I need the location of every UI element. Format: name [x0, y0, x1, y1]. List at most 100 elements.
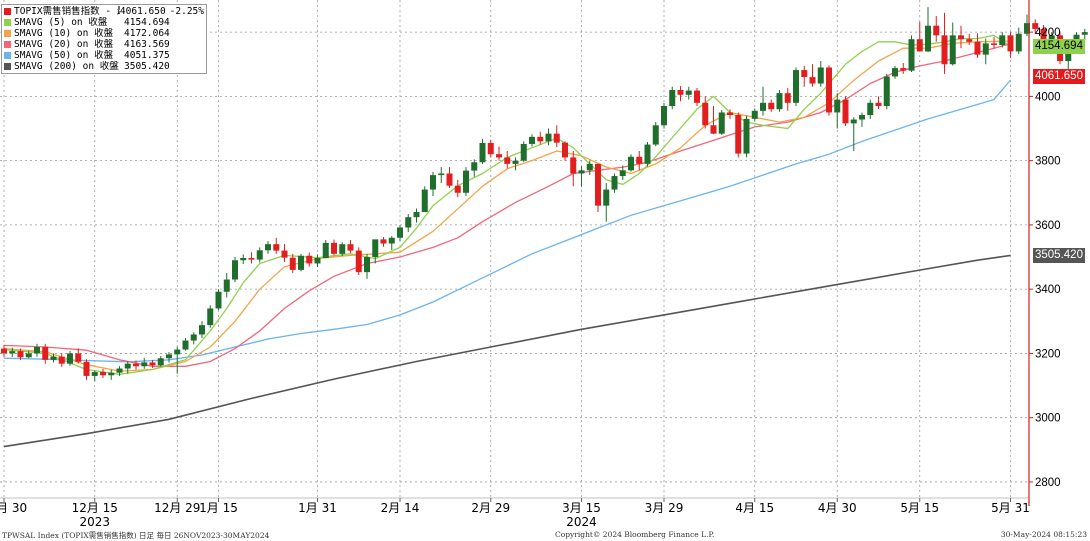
candlestick	[908, 35, 915, 72]
x-tick-label: 2月 29	[471, 501, 510, 515]
candlestick	[42, 343, 49, 364]
chart-footer: TPWSAL Index (TOPIX需售销售指数) 日足 毎日 26NOV20…	[0, 529, 1090, 541]
candlestick	[91, 370, 98, 382]
y-tick-label: 2800	[1035, 477, 1061, 489]
gridlines	[0, 0, 1029, 499]
candle-body	[91, 372, 98, 376]
candlestick	[859, 112, 865, 127]
candle-body	[438, 173, 445, 176]
x-tick-label: 4月 30	[818, 501, 857, 515]
legend-swatch	[4, 19, 11, 26]
candlestick	[974, 33, 981, 58]
candlestick	[735, 112, 742, 158]
legend-label: SMAVG (200) on 收盤	[14, 61, 119, 72]
candlestick	[298, 253, 304, 272]
candlestick	[430, 171, 436, 196]
candle-body	[760, 102, 766, 111]
candlestick	[966, 33, 973, 45]
x-tick-label: 12月 29	[154, 501, 200, 515]
candle-body	[949, 35, 956, 65]
candlestick	[512, 157, 519, 171]
x-tick-label: 11月 30	[0, 501, 27, 515]
x-tick-label: 3月 15	[562, 501, 601, 515]
candle-body	[17, 351, 24, 358]
candle-body	[289, 257, 296, 270]
candlestick	[784, 88, 791, 111]
candlestick	[661, 102, 667, 129]
candlestick	[529, 134, 535, 147]
candle-body	[850, 119, 857, 124]
candle-body	[586, 163, 593, 171]
y-axis: 2800 3000 3200 3400 3600 3800 4000 4200	[1028, 0, 1061, 506]
candle-body	[322, 242, 329, 258]
candlestick	[553, 125, 560, 148]
y-tick-label: 3400	[1035, 284, 1061, 296]
candlestick	[17, 348, 24, 361]
candlestick	[677, 86, 684, 102]
candlestick	[504, 151, 511, 169]
candle-body	[397, 227, 403, 238]
candle-body	[166, 354, 172, 359]
candlestick	[562, 141, 568, 161]
candlestick	[809, 64, 816, 87]
candle-body	[529, 136, 535, 144]
y-tick-label: 4000	[1035, 91, 1061, 103]
last-value-tag: 3505.420	[1033, 247, 1085, 263]
x-tick-label: 1月 31	[298, 501, 337, 515]
y-tick-label: 3600	[1035, 220, 1061, 232]
ma-line-5	[3, 34, 1011, 375]
candlestick	[133, 360, 139, 370]
candle-body	[883, 76, 890, 107]
legend-value: 4172.064	[124, 28, 170, 39]
last-value-tag: 4154.694	[1033, 39, 1085, 55]
candle-body	[504, 157, 511, 164]
candle-body	[776, 93, 783, 110]
candlestick	[454, 179, 461, 198]
candle-body	[405, 217, 412, 228]
candlestick	[685, 86, 692, 100]
ma-line-200	[3, 254, 1011, 448]
candle-body	[570, 157, 577, 174]
candle-body	[553, 133, 560, 143]
legend-value: 4061.650	[119, 6, 166, 17]
candle-body	[743, 118, 750, 154]
candlestick	[331, 239, 337, 256]
candlestick	[636, 151, 643, 171]
legend-item: SMAVG (50) on 收盤 4051.375	[4, 50, 204, 61]
candlestick	[669, 86, 676, 110]
candle-body	[784, 93, 791, 103]
candle-body	[273, 244, 280, 251]
candle-body	[661, 106, 667, 126]
candle-body	[372, 239, 379, 258]
candlestick	[405, 213, 412, 232]
candlestick	[463, 167, 469, 196]
x-tick-label: 1月 15	[199, 501, 238, 515]
candle-body	[265, 244, 271, 251]
candlestick	[760, 86, 766, 116]
candlestick	[1007, 32, 1014, 58]
candlestick	[916, 21, 923, 52]
candlestick	[545, 128, 552, 146]
candle-body	[34, 346, 40, 354]
candle-body	[982, 43, 989, 55]
candle-body	[595, 163, 601, 206]
candlestick	[611, 173, 618, 193]
candlestick	[1015, 27, 1022, 54]
candle-body	[619, 170, 626, 177]
candle-body	[42, 346, 49, 360]
candlestick	[141, 357, 148, 369]
footer-copyright: Copyright© 2024 Bloomberg Finance L.P.	[555, 530, 715, 539]
candlestick	[67, 350, 73, 366]
candlestick	[826, 65, 832, 116]
candlestick	[314, 254, 321, 267]
candle-body	[644, 144, 651, 164]
candlestick	[25, 350, 32, 359]
candlestick	[265, 240, 271, 254]
legend-value: 4163.569	[124, 39, 170, 50]
candlestick	[892, 65, 898, 79]
candlestick	[619, 165, 626, 180]
candlestick	[768, 99, 775, 112]
candle-body	[603, 189, 610, 206]
candlestick	[694, 88, 700, 107]
candlestick	[925, 7, 931, 53]
